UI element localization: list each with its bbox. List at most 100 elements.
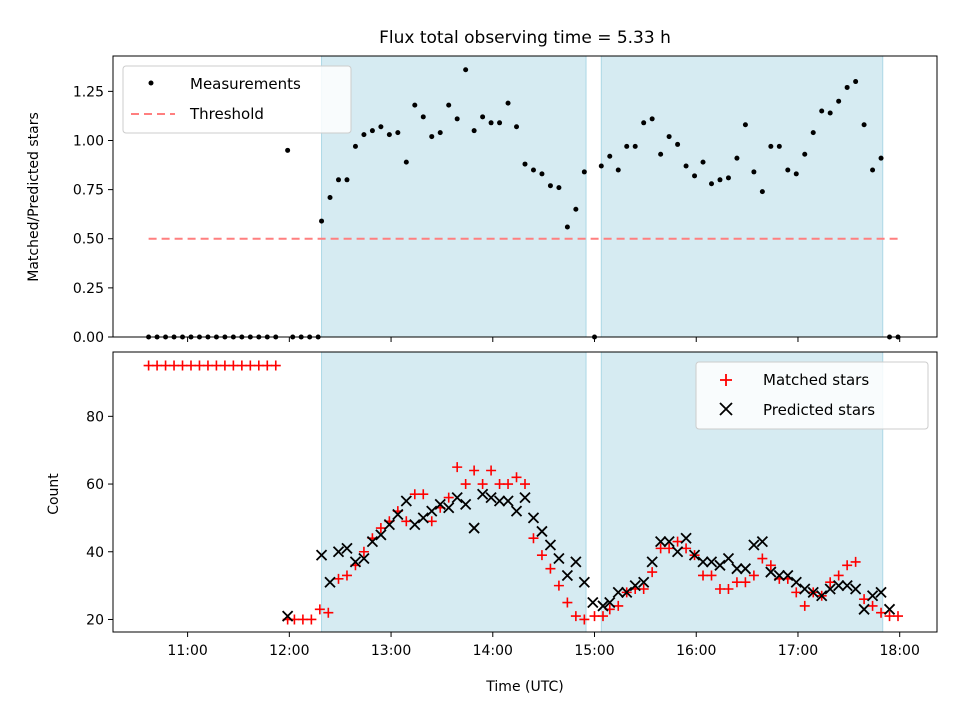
predicted-star-point: [375, 529, 387, 541]
predicted-star-point: [849, 583, 862, 595]
measurement-point: [776, 143, 782, 149]
predicted-star-point: [807, 586, 819, 599]
y-tick-label: 0.50: [73, 232, 104, 248]
predicted-star-point: [324, 576, 336, 588]
measurement-point: [700, 159, 706, 165]
measurement-point: [463, 67, 469, 73]
top-panel: 0.00 0.25 0.50 0.75 1.00 1.25 Measurements Thre…: [73, 55, 938, 346]
matched-star-point: [202, 360, 213, 371]
predicted-star-point: [417, 512, 429, 524]
matched-star-point: [613, 600, 624, 611]
measurement-point: [327, 194, 333, 200]
measurement-point: [420, 114, 426, 120]
matched-star-point: [211, 360, 222, 371]
matched-star-point: [714, 584, 725, 595]
matched-star-point: [486, 465, 497, 476]
matched-star-point: [698, 570, 709, 581]
measurement-point: [836, 98, 842, 104]
predicted-star-point: [502, 495, 514, 507]
matched-star-point: [638, 584, 649, 595]
matched-star-point: [545, 563, 556, 574]
measurement-point: [395, 130, 401, 136]
y-tick-label: 0.25: [73, 281, 104, 297]
matched-star-point: [426, 516, 437, 527]
predicted-star-point: [460, 498, 472, 510]
predicted-star-point: [281, 610, 294, 622]
matched-star-point: [236, 360, 247, 371]
measurement-point: [480, 114, 486, 120]
y-tick-label: 1.00: [73, 133, 104, 149]
matched-star-point: [194, 360, 205, 371]
measurement-point: [454, 116, 460, 122]
measurement-point: [488, 120, 494, 126]
predicted-star-point: [722, 552, 735, 565]
predicted-star-point: [739, 563, 752, 575]
shaded-interval-2: [600, 55, 884, 338]
measurement-point: [844, 84, 850, 90]
matched-star-point: [245, 360, 256, 371]
matched-star-point: [460, 479, 471, 490]
matched-star-point: [597, 611, 608, 622]
measurement-point: [505, 100, 511, 106]
measurement-point: [861, 122, 867, 128]
predicted-star-point: [646, 556, 658, 568]
predicted-star-point: [578, 576, 590, 588]
x-tick-label: 18:00: [880, 643, 920, 659]
matched-star-point: [469, 465, 480, 476]
y-tick-label: 20: [86, 612, 104, 628]
measurement-point: [437, 130, 443, 136]
matched-star-point: [570, 611, 581, 622]
predicted-star-point: [731, 563, 743, 575]
chart-title: Flux total observing time = 5.33 h: [379, 28, 671, 48]
measurement-point: [649, 116, 655, 122]
predicted-star-point: [875, 586, 887, 599]
measurement-point: [539, 171, 545, 177]
measurement-point: [361, 132, 367, 138]
shaded-interval-1: [321, 351, 587, 633]
matched-star-point: [664, 543, 675, 554]
measurement-point: [785, 167, 791, 173]
measurement-point: [530, 167, 536, 173]
matched-star-point: [169, 360, 180, 371]
measurement-point: [658, 151, 664, 157]
predicted-star-point: [688, 549, 701, 561]
predicted-star-point: [561, 569, 574, 582]
axes-frame: [112, 55, 938, 338]
measurement-point: [412, 102, 418, 108]
matched-star-point: [494, 479, 505, 490]
bottom-ylabel: Count: [46, 473, 62, 515]
measurement-point: [352, 143, 358, 149]
matched-star-point: [842, 560, 853, 571]
x-tick-label: 16:00: [676, 643, 716, 659]
predicted-star-point: [680, 532, 692, 544]
measurement-point: [573, 206, 579, 212]
predicted-star-point: [493, 495, 506, 507]
x-tick-label: 11:00: [167, 643, 207, 659]
measurement-point: [853, 79, 859, 85]
matched-star-point: [528, 533, 539, 544]
predicted-star-point: [485, 491, 497, 504]
matched-star-point: [579, 614, 590, 625]
matched-star-point: [270, 360, 281, 371]
measurement-point: [386, 132, 392, 138]
top-ylabel: Matched/Predicted stars: [26, 112, 42, 282]
legend-marker-measurements: [148, 80, 154, 86]
measurement-point: [734, 155, 740, 161]
matched-star-point: [833, 570, 844, 581]
measurement-point: [564, 224, 570, 230]
matched-star-point: [647, 567, 658, 578]
matched-star-point: [452, 462, 463, 473]
x-tick-label: 12:00: [269, 643, 309, 659]
matched-star-point: [681, 543, 692, 554]
predicted-star-point: [866, 590, 879, 602]
matched-star-point: [253, 360, 264, 371]
predicted-star-point: [612, 586, 624, 599]
measurement-point: [759, 189, 765, 195]
predicted-star-point: [671, 546, 684, 558]
predicted-star-point: [536, 525, 548, 538]
matched-star-point: [867, 600, 878, 611]
matched-star-point: [314, 604, 325, 615]
predicted-star-point: [341, 542, 353, 555]
measurement-point: [675, 141, 681, 147]
measurement-point: [522, 161, 528, 167]
